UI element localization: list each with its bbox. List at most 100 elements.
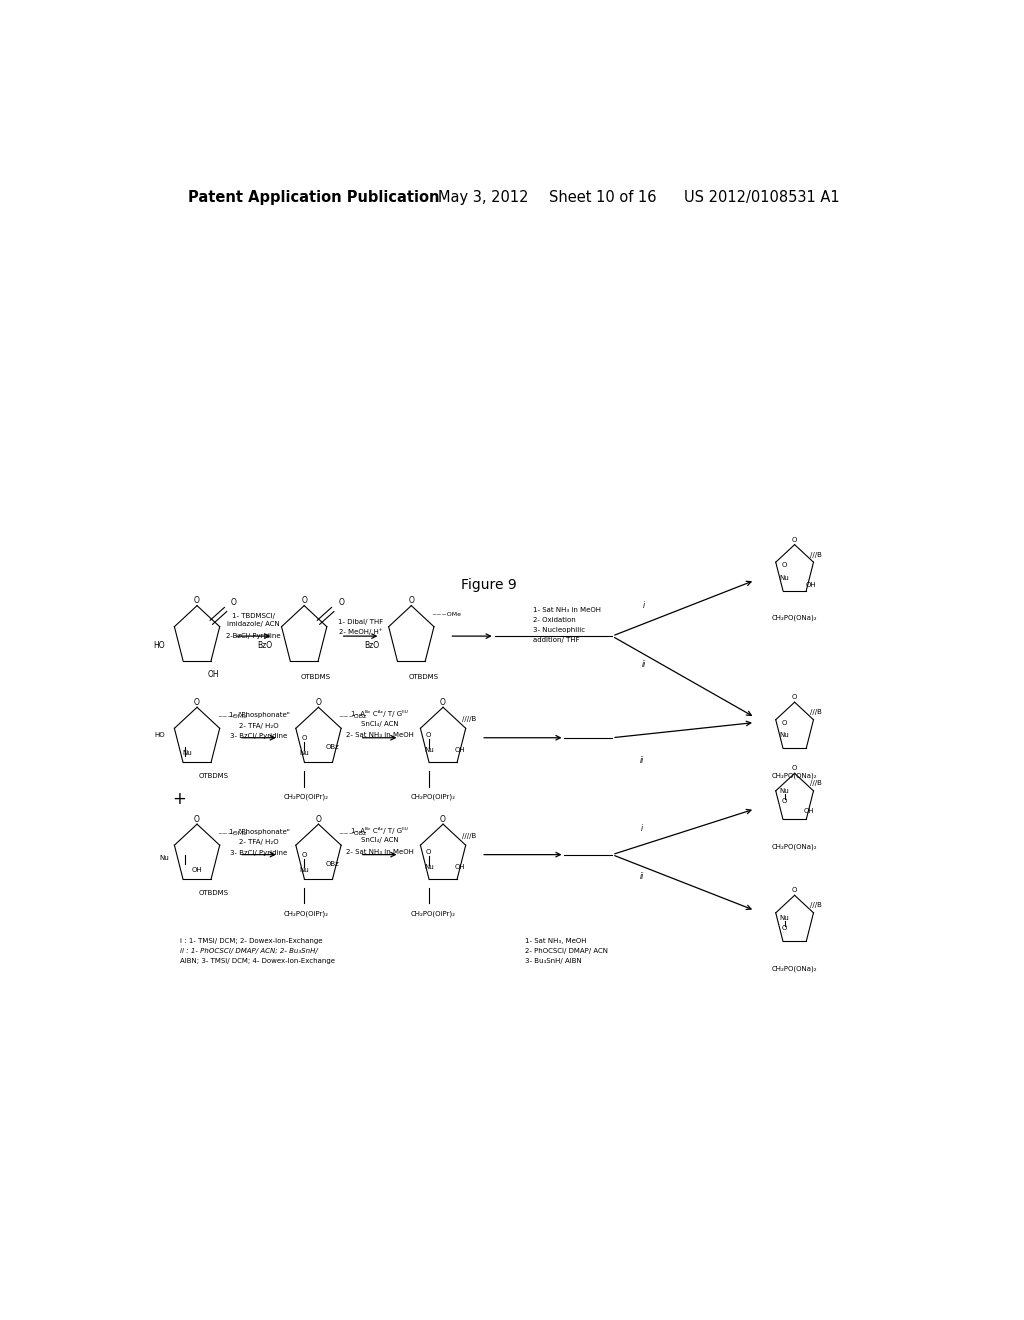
Text: ~~~OBz: ~~~OBz [339, 830, 367, 836]
Text: CH₂PO(OiPr)₂: CH₂PO(OiPr)₂ [284, 911, 329, 917]
Text: BzO: BzO [365, 640, 380, 649]
Text: O: O [195, 814, 200, 824]
Text: CH₂PO(ONa)₂: CH₂PO(ONa)₂ [772, 843, 817, 850]
Text: 1- "Phosphonate": 1- "Phosphonate" [228, 713, 290, 718]
Text: addition/ THF: addition/ THF [532, 638, 580, 643]
Text: 1- Dibal/ THF: 1- Dibal/ THF [338, 619, 383, 624]
Text: ~~~OMe: ~~~OMe [217, 830, 247, 836]
Text: CH₂PO(ONa)₂: CH₂PO(ONa)₂ [772, 965, 817, 972]
Text: 1- Sat NH₃, MeOH: 1- Sat NH₃, MeOH [524, 939, 587, 944]
Text: Patent Application Publication: Patent Application Publication [187, 190, 439, 205]
Text: AIBN; 3- TMSI/ DCM; 4- Dowex-Ion-Exchange: AIBN; 3- TMSI/ DCM; 4- Dowex-Ion-Exchang… [179, 958, 335, 965]
Text: ////B: ////B [462, 717, 476, 722]
Text: O: O [440, 814, 446, 824]
Text: ///B: ///B [811, 709, 822, 715]
Text: US 2012/0108531 A1: US 2012/0108531 A1 [684, 190, 839, 205]
Text: 2- Oxidation: 2- Oxidation [532, 616, 575, 623]
Text: 2- Sat NH₃ in MeOH: 2- Sat NH₃ in MeOH [346, 849, 414, 854]
Text: O: O [782, 719, 787, 726]
Text: ii : 1- PhOCSCl/ DMAP/ ACN; 2- Bu₃SnH/: ii : 1- PhOCSCl/ DMAP/ ACN; 2- Bu₃SnH/ [179, 948, 317, 954]
Text: 3- Bu₃SnH/ AIBN: 3- Bu₃SnH/ AIBN [524, 958, 582, 965]
Text: SnCl₄/ ACN: SnCl₄/ ACN [360, 837, 398, 843]
Text: 2- PhOCSCl/ DMAP/ ACN: 2- PhOCSCl/ DMAP/ ACN [524, 948, 608, 954]
Text: 2- TFA/ H₂O: 2- TFA/ H₂O [240, 840, 279, 845]
Text: 1- Aᴮᶜ Cᴬᶜ/ T/ Gᴵᴵᵁ: 1- Aᴮᶜ Cᴬᶜ/ T/ Gᴵᴵᵁ [351, 826, 408, 834]
Text: O: O [792, 694, 798, 700]
Text: Figure 9: Figure 9 [461, 578, 517, 593]
Text: Nu: Nu [299, 750, 309, 756]
Text: O: O [792, 536, 798, 543]
Text: ////B: ////B [462, 833, 476, 840]
Text: O: O [782, 799, 787, 804]
Text: ii: ii [640, 755, 644, 764]
Text: O: O [338, 598, 344, 607]
Text: O: O [409, 597, 415, 605]
Text: CH₂PO(ONa)₂: CH₂PO(ONa)₂ [772, 615, 817, 622]
Text: SnCl₄/ ACN: SnCl₄/ ACN [360, 721, 398, 726]
Text: O: O [301, 597, 307, 605]
Text: O: O [792, 766, 798, 771]
Text: Nu: Nu [299, 867, 309, 873]
Text: OTBDMS: OTBDMS [199, 890, 228, 896]
Text: Nu: Nu [780, 915, 790, 921]
Text: i: i [641, 824, 643, 833]
Text: OBz: OBz [326, 861, 340, 867]
Text: CH₂PO(OiPr)₂: CH₂PO(OiPr)₂ [284, 793, 329, 800]
Text: Nu: Nu [424, 747, 433, 752]
Text: May 3, 2012: May 3, 2012 [437, 190, 528, 205]
Text: O: O [440, 698, 446, 706]
Text: ///B: ///B [811, 780, 822, 787]
Text: OTBDMS: OTBDMS [199, 774, 228, 779]
Text: CH₂PO(OiPr)₂: CH₂PO(OiPr)₂ [411, 793, 456, 800]
Text: 3- BzCl/ Pyridine: 3- BzCl/ Pyridine [230, 733, 288, 739]
Text: O: O [782, 925, 787, 932]
Text: ~~~OBz: ~~~OBz [339, 714, 367, 719]
Text: OH: OH [455, 747, 465, 752]
Text: 3- Nucleophilic: 3- Nucleophilic [532, 627, 585, 634]
Text: ///B: ///B [811, 903, 822, 908]
Text: O: O [195, 597, 200, 605]
Text: imidazole/ ACN: imidazole/ ACN [227, 620, 280, 627]
Text: i: i [643, 601, 645, 610]
Text: ii: ii [640, 873, 644, 882]
Text: CH₂PO(OiPr)₂: CH₂PO(OiPr)₂ [411, 911, 456, 917]
Text: OH: OH [803, 808, 814, 814]
Text: O: O [426, 731, 431, 738]
Text: OH: OH [455, 863, 465, 870]
Text: ~~~OMe: ~~~OMe [431, 612, 462, 618]
Text: BzO: BzO [257, 640, 272, 649]
Text: 2-BzCl/ Pyridine: 2-BzCl/ Pyridine [226, 634, 281, 639]
Text: Nu: Nu [424, 863, 433, 870]
Text: O: O [301, 851, 307, 858]
Text: 1- Sat NH₃ in MeOH: 1- Sat NH₃ in MeOH [532, 607, 601, 612]
Text: CH₂PO(ONa)₂: CH₂PO(ONa)₂ [772, 772, 817, 779]
Text: Nu: Nu [780, 733, 790, 738]
Text: Nu: Nu [182, 750, 193, 756]
Text: 3- BzCl/ Pyridine: 3- BzCl/ Pyridine [230, 850, 288, 855]
Text: OH: OH [805, 582, 816, 589]
Text: Nu: Nu [780, 574, 790, 581]
Text: O: O [426, 849, 431, 854]
Text: Nu: Nu [780, 788, 790, 795]
Text: OTBDMS: OTBDMS [301, 673, 331, 680]
Text: ii: ii [642, 660, 646, 669]
Text: OBz: OBz [326, 744, 340, 750]
Text: Nu: Nu [160, 854, 169, 861]
Text: ///B: ///B [811, 552, 822, 558]
Text: 2- TFA/ H₂O: 2- TFA/ H₂O [240, 722, 279, 729]
Text: O: O [315, 814, 322, 824]
Text: O: O [782, 562, 787, 568]
Text: HO: HO [154, 640, 165, 649]
Text: O: O [301, 735, 307, 741]
Text: 1- "Phosphonate": 1- "Phosphonate" [228, 829, 290, 836]
Text: 2- Sat NH₃ in MeOH: 2- Sat NH₃ in MeOH [346, 731, 414, 738]
Text: OTBDMS: OTBDMS [409, 673, 438, 680]
Text: OH: OH [191, 867, 203, 873]
Text: O: O [231, 598, 237, 607]
Text: +: + [173, 789, 186, 808]
Text: HO: HO [155, 731, 165, 738]
Text: Sheet 10 of 16: Sheet 10 of 16 [549, 190, 656, 205]
Text: O: O [195, 698, 200, 706]
Text: ~~~OMe: ~~~OMe [217, 714, 247, 719]
Text: 1- TBDMSCl/: 1- TBDMSCl/ [231, 612, 274, 619]
